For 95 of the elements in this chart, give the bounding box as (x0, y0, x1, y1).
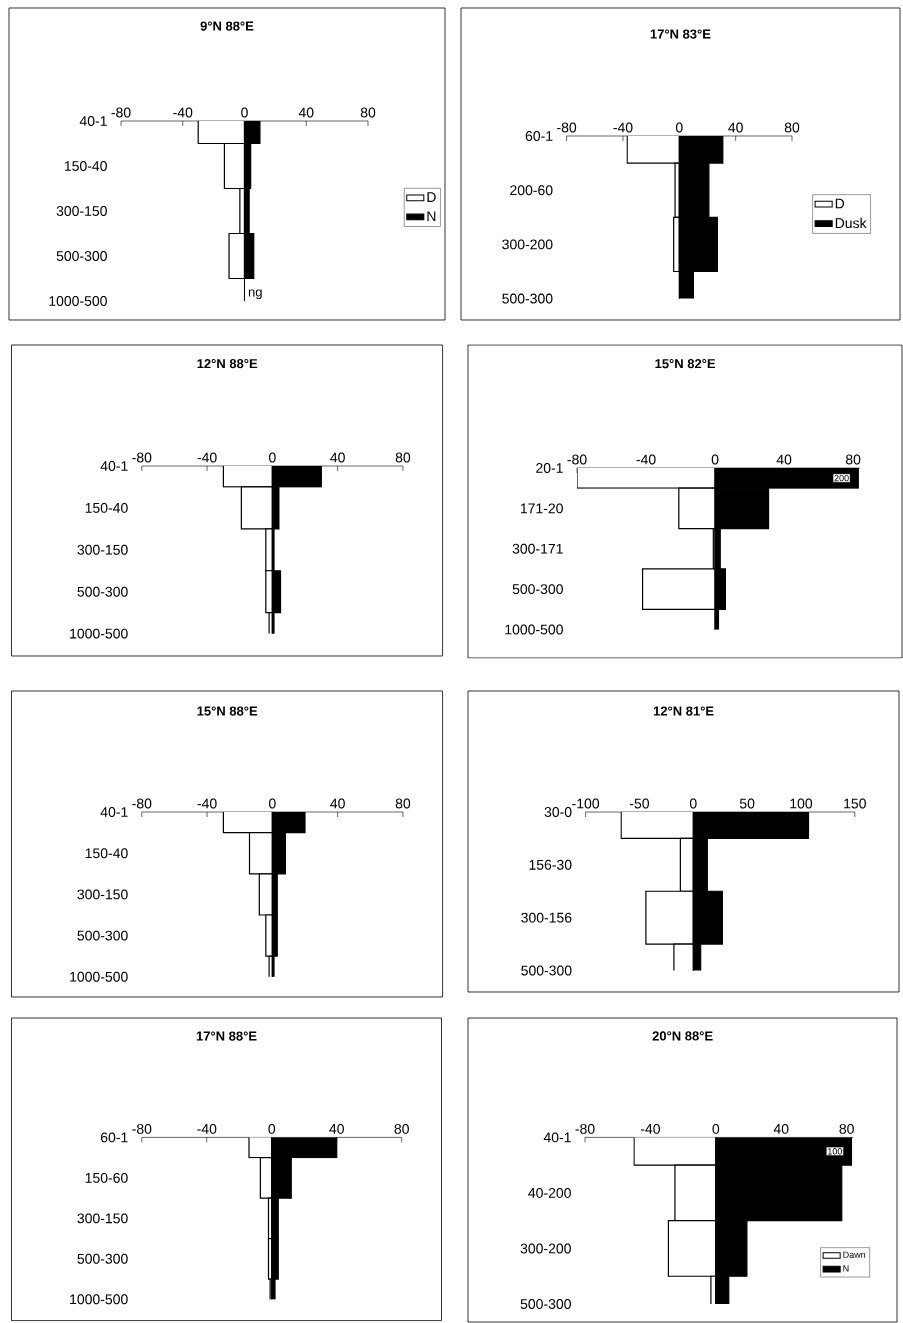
y-tick-label: 60-1 (525, 131, 553, 141)
y-tick-label: 300-150 (77, 1213, 128, 1224)
y-tick-label: 1000-500 (70, 1294, 128, 1305)
y-tick-label: 500-300 (521, 965, 572, 976)
x-tick-label: 0 (268, 1123, 276, 1134)
x-tick-label: 0 (711, 454, 719, 465)
legend-label: Dawn (843, 1251, 866, 1258)
y-tick-label: 156-30 (529, 859, 572, 870)
x-tick-label: -80 (567, 454, 587, 465)
chart-title: 9°N 88°E (200, 21, 254, 31)
y-tick-label: 300-156 (521, 912, 572, 923)
y-tick-label: 40-1 (543, 1132, 571, 1143)
x-tick-label: -40 (640, 1123, 660, 1134)
y-tick-label: 1000-500 (505, 624, 563, 635)
y-tick-label: 500-300 (77, 930, 128, 941)
y-tick-label: 300-200 (520, 1243, 571, 1254)
x-tick-label: 0 (689, 798, 697, 809)
legend-label: D (427, 192, 436, 202)
chart-title: 15°N 88°E (197, 706, 258, 716)
annotation: 100 (828, 1148, 843, 1155)
y-tick-label: 500-300 (502, 293, 553, 304)
x-tick-label: 80 (395, 798, 411, 809)
x-tick-label: 40 (330, 452, 345, 463)
x-tick-label: 0 (269, 798, 276, 809)
x-tick-label: 40 (773, 1123, 789, 1134)
x-tick-label: 80 (839, 1123, 854, 1134)
x-tick-label: 150 (844, 798, 866, 809)
y-tick-label: 500-300 (56, 251, 107, 261)
x-tick-label: 80 (360, 107, 376, 118)
chart-title: 17°N 88°E (196, 1031, 257, 1041)
x-tick-label: 50 (739, 798, 755, 809)
x-tick-label: -80 (132, 1123, 152, 1134)
annotation: ng (248, 289, 262, 300)
y-tick-label: 30-0 (544, 807, 572, 817)
x-tick-label: -100 (572, 798, 600, 809)
y-tick-label: 300-171 (512, 543, 563, 554)
y-tick-label: 500-300 (77, 1253, 128, 1264)
x-tick-label: 40 (728, 122, 743, 133)
y-tick-label: 500-300 (77, 586, 128, 597)
y-tick-label: 300-150 (77, 889, 128, 900)
y-tick-label: 150-40 (64, 161, 107, 171)
chart-title: 12°N 88°E (197, 359, 258, 369)
x-tick-label: 0 (269, 452, 276, 463)
y-tick-label: 300-200 (502, 239, 553, 250)
x-tick-label: -40 (636, 454, 656, 465)
legend-label: N (843, 1265, 849, 1272)
x-tick-label: 0 (712, 1123, 720, 1134)
y-tick-label: 500-300 (512, 584, 563, 595)
x-tick-label: 40 (330, 798, 345, 809)
y-tick-label: 1000-500 (49, 296, 107, 306)
x-tick-label: 80 (394, 1123, 409, 1134)
x-tick-label: -80 (111, 107, 131, 118)
legend-label: Dusk (835, 217, 867, 229)
x-tick-label: -40 (197, 798, 217, 809)
y-tick-label: 171-20 (520, 503, 563, 514)
chart-title: 15°N 82°E (655, 359, 716, 369)
x-tick-label: 40 (298, 107, 314, 118)
y-tick-label: 300-150 (56, 206, 107, 216)
y-tick-label: 500-300 (520, 1299, 571, 1309)
x-tick-label: -40 (173, 107, 193, 118)
x-tick-label: -40 (613, 122, 633, 133)
x-tick-label: 100 (790, 798, 813, 809)
y-tick-label: 40-200 (528, 1187, 571, 1198)
x-tick-label: 40 (329, 1123, 344, 1134)
legend-label: D (835, 198, 845, 209)
x-tick-label: -40 (197, 452, 217, 463)
y-tick-label: 150-60 (85, 1172, 128, 1183)
x-tick-label: 80 (845, 454, 861, 465)
x-tick-label: -50 (629, 798, 650, 809)
x-tick-label: -80 (132, 798, 152, 809)
x-tick-label: 0 (675, 122, 683, 133)
y-tick-label: 1000-500 (70, 971, 128, 982)
chart-title: 20°N 88°E (652, 1031, 713, 1041)
x-tick-label: -80 (132, 452, 152, 463)
y-tick-label: 150-40 (85, 502, 128, 513)
y-tick-label: 200-60 (510, 185, 553, 196)
y-tick-label: 60-1 (100, 1132, 128, 1143)
y-tick-label: 40-1 (79, 116, 107, 126)
annotation: 200 (834, 474, 849, 482)
x-tick-label: -40 (197, 1123, 217, 1134)
y-tick-label: 40-1 (100, 461, 128, 471)
x-tick-label: 80 (784, 122, 800, 133)
x-tick-label: 0 (241, 107, 248, 118)
x-tick-label: 40 (776, 454, 792, 465)
x-tick-label: 80 (395, 452, 411, 463)
x-tick-label: -80 (575, 1123, 595, 1134)
y-tick-label: 20-1 (536, 463, 563, 473)
y-tick-label: 1000-500 (70, 628, 128, 639)
x-tick-label: -80 (557, 122, 577, 133)
chart-title: 17°N 83°E (650, 29, 711, 39)
chart-title: 12°N 81°E (653, 706, 714, 716)
y-tick-label: 40-1 (100, 807, 128, 817)
y-tick-label: 300-150 (77, 544, 128, 555)
legend-label: N (427, 211, 436, 222)
y-tick-label: 150-40 (85, 848, 128, 859)
